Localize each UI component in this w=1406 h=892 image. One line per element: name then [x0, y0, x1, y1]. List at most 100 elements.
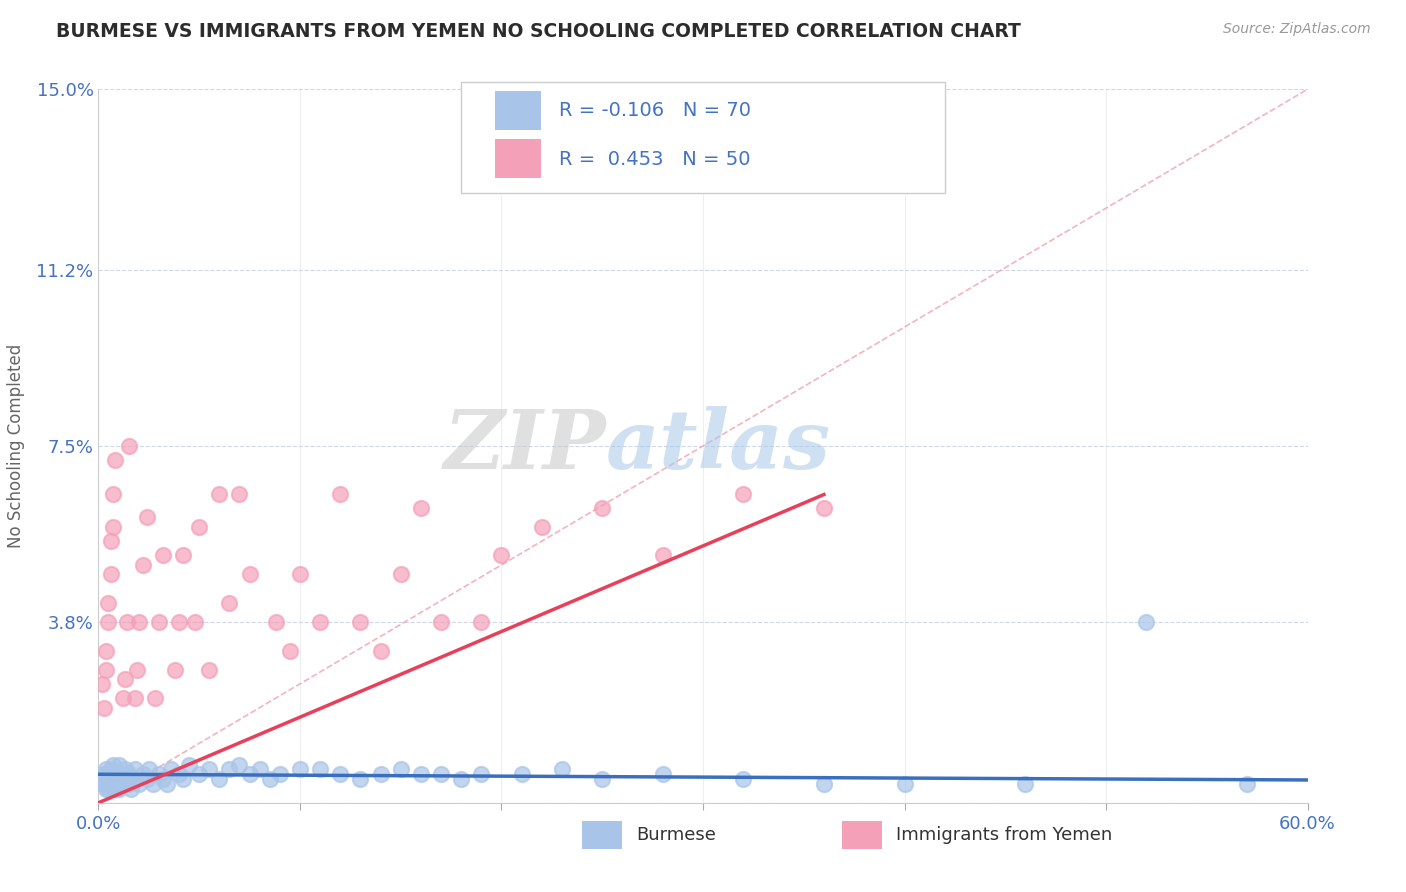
- Point: [163, 663, 186, 677]
- Point: [430, 767, 453, 781]
- Point: [118, 439, 141, 453]
- Point: [97, 596, 120, 610]
- Point: [239, 567, 262, 582]
- Point: [450, 772, 472, 786]
- Point: [152, 549, 174, 563]
- FancyBboxPatch shape: [461, 82, 945, 193]
- Point: [124, 763, 146, 777]
- Point: [813, 777, 835, 791]
- Point: [93, 777, 115, 791]
- Point: [188, 520, 211, 534]
- Point: [491, 549, 513, 563]
- Point: [101, 781, 124, 796]
- Point: [349, 615, 371, 629]
- Point: [198, 663, 221, 677]
- Point: [591, 772, 613, 786]
- Point: [239, 767, 262, 781]
- Point: [184, 615, 207, 629]
- Point: [103, 453, 125, 467]
- Text: R =  0.453   N = 50: R = 0.453 N = 50: [560, 150, 751, 169]
- Point: [370, 767, 392, 781]
- Point: [111, 691, 134, 706]
- Point: [370, 643, 392, 657]
- Point: [208, 486, 231, 500]
- Point: [96, 643, 118, 657]
- Point: [103, 777, 125, 791]
- Point: [264, 615, 287, 629]
- Point: [1236, 777, 1258, 791]
- Point: [101, 520, 124, 534]
- Point: [100, 777, 122, 791]
- Point: [651, 767, 673, 781]
- Point: [329, 486, 352, 500]
- Point: [167, 767, 190, 781]
- Bar: [582, 821, 621, 849]
- Point: [218, 596, 240, 610]
- Point: [121, 772, 143, 786]
- Point: [228, 486, 250, 500]
- Point: [733, 486, 755, 500]
- Point: [100, 763, 122, 777]
- Bar: [842, 821, 882, 849]
- Point: [114, 672, 136, 686]
- Point: [135, 772, 157, 786]
- Point: [1014, 777, 1036, 791]
- Text: Source: ZipAtlas.com: Source: ZipAtlas.com: [1223, 22, 1371, 37]
- Point: [218, 763, 240, 777]
- Point: [249, 763, 271, 777]
- Point: [1135, 615, 1157, 629]
- Point: [97, 615, 120, 629]
- Point: [288, 763, 311, 777]
- Point: [269, 767, 291, 781]
- Point: [156, 777, 179, 791]
- Point: [470, 615, 492, 629]
- Point: [128, 615, 150, 629]
- Point: [591, 500, 613, 515]
- Point: [309, 615, 332, 629]
- Point: [172, 549, 194, 563]
- Point: [93, 700, 115, 714]
- Point: [208, 772, 231, 786]
- Point: [101, 486, 124, 500]
- Point: [389, 567, 412, 582]
- Point: [118, 767, 141, 781]
- Bar: [495, 139, 541, 178]
- Point: [101, 757, 124, 772]
- Point: [114, 763, 136, 777]
- Point: [167, 615, 190, 629]
- Point: [115, 615, 138, 629]
- Text: R = -0.106   N = 70: R = -0.106 N = 70: [560, 102, 751, 120]
- Point: [152, 772, 174, 786]
- Point: [118, 777, 141, 791]
- Point: [409, 500, 432, 515]
- Point: [125, 663, 148, 677]
- Text: Immigrants from Yemen: Immigrants from Yemen: [897, 826, 1112, 844]
- Point: [329, 767, 352, 781]
- Point: [143, 691, 166, 706]
- Point: [111, 777, 134, 791]
- Point: [115, 772, 138, 786]
- Point: [551, 763, 574, 777]
- Point: [228, 757, 250, 772]
- Point: [101, 772, 124, 786]
- Point: [179, 757, 201, 772]
- Point: [103, 767, 125, 781]
- Y-axis label: No Schooling Completed: No Schooling Completed: [7, 344, 25, 548]
- Point: [470, 767, 492, 781]
- Point: [198, 763, 221, 777]
- Point: [100, 567, 122, 582]
- Point: [259, 772, 281, 786]
- Point: [188, 767, 211, 781]
- Text: atlas: atlas: [606, 406, 831, 486]
- Point: [409, 767, 432, 781]
- Point: [91, 772, 114, 786]
- Point: [893, 777, 915, 791]
- Point: [97, 781, 120, 796]
- Point: [142, 777, 165, 791]
- Point: [93, 767, 115, 781]
- Point: [430, 615, 453, 629]
- Point: [733, 772, 755, 786]
- Point: [349, 772, 371, 786]
- Point: [148, 615, 170, 629]
- Point: [91, 677, 114, 691]
